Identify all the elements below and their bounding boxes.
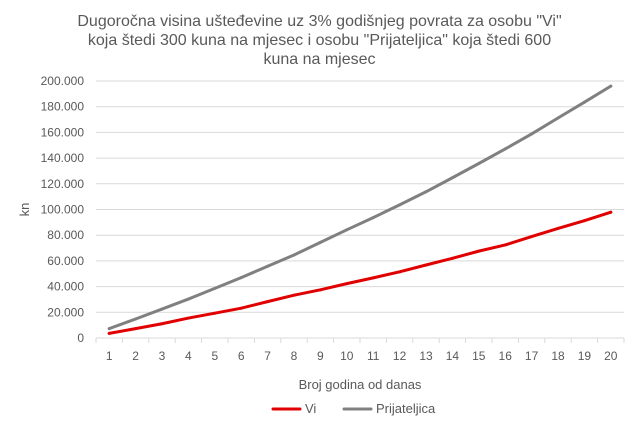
data-point	[609, 84, 613, 88]
data-point	[107, 331, 111, 335]
data-point	[530, 132, 534, 136]
x-tick-label: 7	[264, 349, 271, 363]
x-tick-label: 8	[291, 349, 298, 363]
data-point	[450, 256, 454, 260]
series-line-prijateljica	[107, 84, 613, 331]
x-tick-label: 9	[317, 349, 324, 363]
legend-label: Vi	[305, 401, 316, 416]
data-point	[160, 322, 164, 326]
y-tick-label: 20.000	[47, 305, 84, 319]
chart-title-line-3: kuna na mjesec	[263, 51, 376, 68]
data-point	[239, 306, 243, 310]
chart-title-line-1: Dugoročna visina ušteđevine uz 3% godišn…	[77, 13, 562, 30]
data-point	[213, 311, 217, 315]
legend-label: Prijateljica	[376, 401, 436, 416]
y-tick-label: 0	[77, 331, 84, 345]
y-tick-label: 60.000	[47, 254, 84, 268]
y-tick-label: 140.000	[41, 151, 85, 165]
y-tick-label: 80.000	[47, 228, 84, 242]
data-point	[318, 240, 322, 244]
x-tick-label: 2	[132, 349, 139, 363]
x-tick-label: 18	[551, 349, 565, 363]
x-tick-label: 14	[446, 349, 460, 363]
chart-title-line-2: koja štedi 300 kuna na mjesec i osobu "P…	[87, 32, 552, 49]
data-point	[582, 100, 586, 104]
data-point	[186, 297, 190, 301]
data-point	[266, 300, 270, 304]
series-lines	[107, 84, 613, 335]
y-axis-title: kn	[17, 203, 32, 217]
data-point	[186, 316, 190, 320]
data-point	[556, 116, 560, 120]
data-point	[345, 282, 349, 286]
data-point	[556, 226, 560, 230]
data-point	[530, 235, 534, 239]
data-point	[134, 327, 138, 331]
data-point	[398, 270, 402, 274]
x-tick-label: 1	[106, 349, 113, 363]
y-tick-label: 160.000	[41, 125, 85, 139]
x-tick-label: 10	[340, 349, 354, 363]
data-point	[424, 190, 428, 194]
x-tick-label: 19	[578, 349, 592, 363]
x-tick-label: 11	[367, 349, 380, 363]
x-tick-label: 3	[159, 349, 166, 363]
x-tick-label: 4	[185, 349, 192, 363]
data-point	[609, 210, 613, 214]
series-line-vi	[107, 210, 613, 335]
data-point	[134, 317, 138, 321]
legend: Vi Prijateljica	[271, 401, 436, 416]
data-point	[292, 253, 296, 257]
data-point	[213, 286, 217, 290]
x-tick-label: 20	[604, 349, 618, 363]
y-tick-label: 180.000	[41, 100, 85, 114]
data-point	[398, 203, 402, 207]
data-point	[582, 219, 586, 223]
data-point	[477, 161, 481, 165]
x-axis-title: Broj godina od danas	[299, 377, 422, 392]
data-point	[450, 176, 454, 180]
x-tick-label: 6	[238, 349, 245, 363]
gridlines	[96, 80, 624, 313]
data-point	[503, 147, 507, 151]
data-point	[371, 276, 375, 280]
x-tick-label: 17	[525, 349, 539, 363]
data-point	[160, 307, 164, 311]
x-tick-label: 15	[472, 349, 486, 363]
y-tick-label: 100.000	[41, 203, 85, 217]
data-point	[424, 263, 428, 267]
y-tick-label: 40.000	[47, 280, 84, 294]
data-point	[292, 293, 296, 297]
x-tick-label: 16	[499, 349, 513, 363]
x-tick-label: 5	[211, 349, 218, 363]
y-tick-label: 120.000	[41, 177, 85, 191]
data-point	[318, 288, 322, 292]
y-axis-ticks: 0 20.000 40.000 60.000 80.000 100.000 120.000 1…	[41, 74, 85, 345]
data-point	[345, 228, 349, 232]
data-point	[239, 276, 243, 280]
data-point	[503, 243, 507, 247]
x-tick-label: 12	[393, 349, 407, 363]
x-tick-label: 13	[419, 349, 433, 363]
data-point	[371, 216, 375, 220]
x-axis-ticks: 1 2 3 4 5 6 7 8 9 10 11 12 13 14 15 16 17 18 19 20	[95, 338, 625, 363]
data-point	[477, 249, 481, 253]
y-tick-label: 200.000	[41, 74, 85, 88]
data-point	[107, 327, 111, 331]
data-point	[266, 264, 270, 268]
